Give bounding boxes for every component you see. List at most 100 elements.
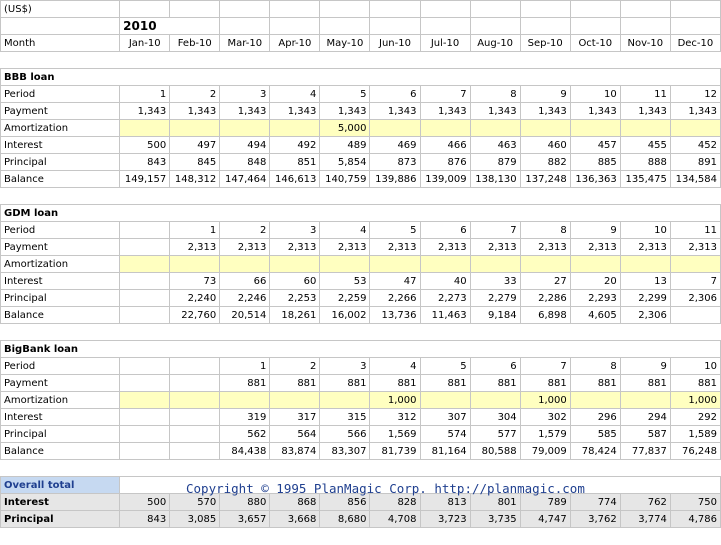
- total-value[interactable]: 801: [469, 493, 521, 511]
- value-cell[interactable]: [169, 408, 221, 426]
- value-cell[interactable]: 296: [569, 408, 621, 426]
- empty-cell[interactable]: [169, 0, 221, 18]
- total-value[interactable]: 3,735: [469, 510, 521, 528]
- value-cell[interactable]: 148,312: [169, 170, 221, 188]
- value-cell[interactable]: 137,248: [519, 170, 571, 188]
- value-cell[interactable]: 452: [669, 136, 721, 154]
- value-cell[interactable]: 3: [219, 85, 271, 103]
- value-cell[interactable]: 2,313: [169, 238, 221, 256]
- value-cell[interactable]: 843: [119, 153, 171, 171]
- value-cell[interactable]: 881: [219, 374, 271, 392]
- value-cell[interactable]: 2,286: [519, 289, 571, 307]
- value-cell[interactable]: 292: [669, 408, 721, 426]
- value-cell[interactable]: [119, 272, 171, 290]
- value-cell[interactable]: 304: [469, 408, 521, 426]
- value-cell[interactable]: 577: [469, 425, 521, 443]
- value-cell[interactable]: 312: [369, 408, 421, 426]
- row-label[interactable]: Interest: [0, 408, 121, 426]
- row-label[interactable]: Balance: [0, 442, 121, 460]
- value-cell[interactable]: 3: [319, 357, 371, 375]
- value-cell[interactable]: 562: [219, 425, 271, 443]
- value-cell[interactable]: 848: [219, 153, 271, 171]
- value-cell[interactable]: 135,475: [619, 170, 671, 188]
- empty-cell[interactable]: [119, 0, 171, 18]
- value-cell[interactable]: 500: [119, 136, 171, 154]
- value-cell[interactable]: 879: [469, 153, 521, 171]
- total-value[interactable]: 789: [519, 493, 571, 511]
- value-cell[interactable]: [619, 119, 671, 137]
- total-value[interactable]: 3,723: [419, 510, 471, 528]
- value-cell[interactable]: [419, 391, 471, 409]
- value-cell[interactable]: 566: [319, 425, 371, 443]
- value-cell[interactable]: [269, 255, 321, 273]
- value-cell[interactable]: 1,343: [319, 102, 371, 120]
- value-cell[interactable]: 7: [519, 357, 571, 375]
- empty-cell[interactable]: [669, 17, 721, 35]
- value-cell[interactable]: 315: [319, 408, 371, 426]
- total-value[interactable]: 880: [219, 493, 271, 511]
- value-cell[interactable]: [119, 374, 171, 392]
- total-value[interactable]: 3,657: [219, 510, 271, 528]
- value-cell[interactable]: 494: [219, 136, 271, 154]
- value-cell[interactable]: [319, 391, 371, 409]
- value-cell[interactable]: [119, 306, 171, 324]
- value-cell[interactable]: [119, 425, 171, 443]
- total-value[interactable]: 4,786: [669, 510, 721, 528]
- total-value[interactable]: 3,762: [569, 510, 621, 528]
- value-cell[interactable]: [519, 119, 571, 137]
- value-cell[interactable]: 882: [519, 153, 571, 171]
- value-cell[interactable]: 881: [519, 374, 571, 392]
- value-cell[interactable]: [169, 425, 221, 443]
- value-cell[interactable]: 891: [669, 153, 721, 171]
- value-cell[interactable]: 4,605: [569, 306, 621, 324]
- value-cell[interactable]: 574: [419, 425, 471, 443]
- value-cell[interactable]: 7: [469, 221, 521, 239]
- value-cell[interactable]: 146,613: [269, 170, 321, 188]
- value-cell[interactable]: 851: [269, 153, 321, 171]
- value-cell[interactable]: 10: [669, 357, 721, 375]
- value-cell[interactable]: 2,313: [469, 238, 521, 256]
- value-cell[interactable]: 139,009: [419, 170, 471, 188]
- value-cell[interactable]: 2,246: [219, 289, 271, 307]
- value-cell[interactable]: [169, 119, 221, 137]
- total-value[interactable]: 868: [269, 493, 321, 511]
- value-cell[interactable]: [369, 255, 421, 273]
- empty-cell[interactable]: [0, 17, 121, 35]
- value-cell[interactable]: 2,313: [319, 238, 371, 256]
- row-label[interactable]: Balance: [0, 170, 121, 188]
- month-header[interactable]: Feb-10: [169, 34, 221, 52]
- value-cell[interactable]: 77,837: [619, 442, 671, 460]
- value-cell[interactable]: 319: [219, 408, 271, 426]
- value-cell[interactable]: 9,184: [469, 306, 521, 324]
- month-header[interactable]: Mar-10: [219, 34, 271, 52]
- value-cell[interactable]: 83,874: [269, 442, 321, 460]
- value-cell[interactable]: 83,307: [319, 442, 371, 460]
- value-cell[interactable]: 2,253: [269, 289, 321, 307]
- empty-cell[interactable]: [569, 0, 621, 18]
- value-cell[interactable]: 4: [369, 357, 421, 375]
- value-cell[interactable]: 6: [369, 85, 421, 103]
- value-cell[interactable]: 2,313: [269, 238, 321, 256]
- value-cell[interactable]: 138,130: [469, 170, 521, 188]
- value-cell[interactable]: 876: [419, 153, 471, 171]
- value-cell[interactable]: 1: [119, 85, 171, 103]
- value-cell[interactable]: 2,293: [569, 289, 621, 307]
- row-label[interactable]: Amortization: [0, 255, 121, 273]
- value-cell[interactable]: [219, 255, 271, 273]
- row-label[interactable]: Balance: [0, 306, 121, 324]
- row-label[interactable]: Period: [0, 85, 121, 103]
- month-header[interactable]: Jul-10: [419, 34, 471, 52]
- value-cell[interactable]: 8: [519, 221, 571, 239]
- value-cell[interactable]: 1,000: [519, 391, 571, 409]
- value-cell[interactable]: 5: [419, 357, 471, 375]
- row-label[interactable]: Period: [0, 221, 121, 239]
- value-cell[interactable]: 1,343: [169, 102, 221, 120]
- value-cell[interactable]: 466: [419, 136, 471, 154]
- value-cell[interactable]: 10: [569, 85, 621, 103]
- value-cell[interactable]: [219, 119, 271, 137]
- value-cell[interactable]: 845: [169, 153, 221, 171]
- total-value[interactable]: 3,774: [619, 510, 671, 528]
- value-cell[interactable]: 2,273: [419, 289, 471, 307]
- value-cell[interactable]: 8: [469, 85, 521, 103]
- value-cell[interactable]: 3: [269, 221, 321, 239]
